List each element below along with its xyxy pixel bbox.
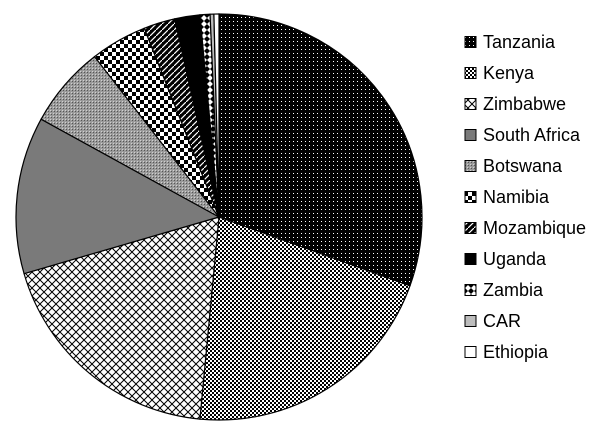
- legend-swatch: [464, 191, 477, 203]
- legend-swatch: [464, 67, 477, 79]
- pie-slice-tanzania: [218, 13, 423, 287]
- legend-item: Kenya: [464, 63, 535, 83]
- legend-swatch: [464, 222, 477, 234]
- legend-swatch: [464, 160, 477, 172]
- pie-slice-kenya: [199, 216, 411, 421]
- legend-item: Ethiopia: [464, 342, 549, 362]
- legend-item: Namibia: [464, 187, 550, 207]
- pie-slice-zimbabwe: [23, 216, 220, 420]
- legend-item: CAR: [464, 311, 521, 331]
- legend-label: Ethiopia: [483, 342, 549, 362]
- legend-swatch: [464, 315, 477, 327]
- legend-item: Mozambique: [464, 218, 586, 238]
- legend-item: Botswana: [464, 156, 563, 176]
- legend-label: South Africa: [483, 125, 581, 145]
- legend-item: Zimbabwe: [464, 94, 566, 114]
- legend-label: Namibia: [483, 187, 550, 207]
- legend-swatch: [464, 346, 477, 358]
- pie-slice-south-africa: [15, 118, 221, 275]
- legend-label: Botswana: [483, 156, 563, 176]
- legend-label: Mozambique: [483, 218, 586, 238]
- pie-slice-ethiopia: [213, 13, 220, 218]
- legend-label: Uganda: [483, 249, 547, 269]
- legend-swatch: [464, 98, 477, 110]
- legend-item: South Africa: [464, 125, 581, 145]
- pie-slices: [15, 13, 423, 421]
- legend-swatch: [464, 36, 477, 48]
- legend-swatch: [464, 129, 477, 141]
- legend-swatch: [464, 253, 477, 265]
- legend-label: CAR: [483, 311, 521, 331]
- legend-label: Kenya: [483, 63, 535, 83]
- legend-label: Tanzania: [483, 32, 556, 52]
- legend-item: Zambia: [464, 280, 544, 300]
- legend-item: Uganda: [464, 249, 547, 269]
- legend-label: Zimbabwe: [483, 94, 566, 114]
- legend: Tanzania Kenya Zimbabwe South Africa Botswan…: [464, 32, 586, 362]
- legend-item: Tanzania: [464, 32, 556, 52]
- legend-label: Zambia: [483, 280, 544, 300]
- legend-swatch: [464, 284, 477, 296]
